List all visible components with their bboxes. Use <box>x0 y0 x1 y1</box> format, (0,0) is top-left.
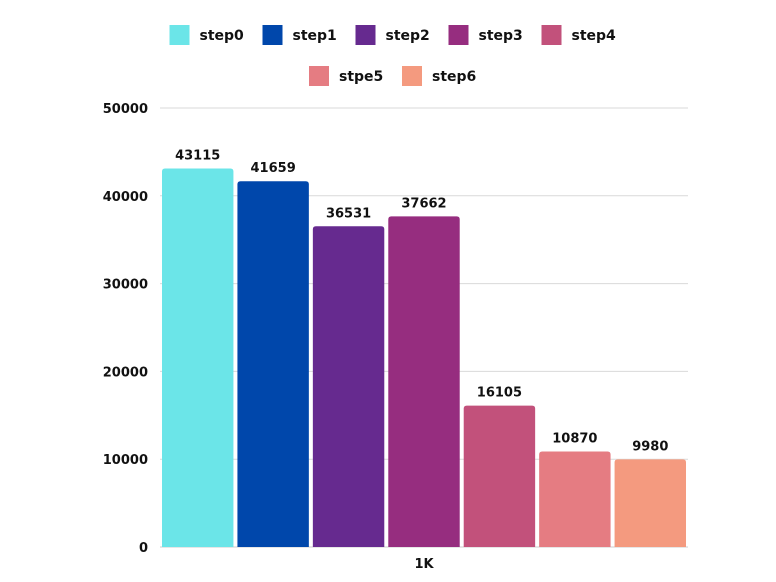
bars <box>162 168 686 547</box>
legend-item-step1[interactable]: step1 <box>262 25 337 45</box>
y-tick-label: 50000 <box>103 102 148 117</box>
legend-swatch-step4 <box>541 25 562 45</box>
legend-label-step0: step0 <box>200 28 245 44</box>
x-axis-ticks: 1K <box>414 557 434 572</box>
legend-swatch-stpe5 <box>309 66 329 86</box>
legend-label-step1: step1 <box>293 28 337 44</box>
legend-label-step2: step2 <box>386 28 430 44</box>
legend-swatch-step3 <box>448 25 469 45</box>
legend-swatch-step6 <box>402 66 422 86</box>
legend-item-step6[interactable]: step6 <box>402 66 476 86</box>
legend-label-step3: step3 <box>479 28 523 44</box>
legend-item-step3[interactable]: step3 <box>448 25 523 45</box>
bar-step1 <box>237 181 309 547</box>
legend-item-step2[interactable]: step2 <box>355 25 430 45</box>
bar-step4 <box>463 405 536 547</box>
y-tick-label: 40000 <box>103 190 148 205</box>
legend-swatch-step2 <box>355 25 376 45</box>
data-label-stpe5: 10870 <box>552 432 597 447</box>
bar-stpe5 <box>539 451 611 547</box>
bar-step2 <box>312 226 385 547</box>
y-tick-label: 30000 <box>103 278 148 293</box>
y-tick-label: 10000 <box>103 453 148 468</box>
bar-step0 <box>162 168 234 547</box>
legend-item-step0[interactable]: step0 <box>169 25 245 45</box>
data-label-step3: 37662 <box>401 196 446 211</box>
data-label-step2: 36531 <box>326 206 371 221</box>
legend-swatch-step0 <box>169 25 190 45</box>
x-tick-label: 1K <box>414 557 434 572</box>
legend-label-step6: step6 <box>432 69 476 85</box>
legend-swatch-step1 <box>262 25 283 45</box>
legend[interactable]: step0 step1 step2 step3 step4 stpe5 step6 <box>169 25 617 86</box>
data-labels: 43115 41659 36531 37662 16105 10870 9980 <box>175 148 668 454</box>
legend-label-step4: step4 <box>572 28 617 44</box>
legend-label-stpe5: stpe5 <box>339 69 383 85</box>
y-tick-label: 20000 <box>103 365 148 380</box>
data-label-step1: 41659 <box>251 161 296 176</box>
data-label-step0: 43115 <box>175 148 220 163</box>
data-label-step6: 9980 <box>632 439 668 454</box>
legend-item-stpe5[interactable]: stpe5 <box>309 66 383 86</box>
data-label-step4: 16105 <box>477 386 522 401</box>
bar-step3 <box>388 216 460 547</box>
y-axis-ticks: 0 10000 20000 30000 40000 50000 <box>103 102 148 556</box>
legend-item-step4[interactable]: step4 <box>541 25 617 45</box>
y-tick-label: 0 <box>139 541 148 556</box>
bar-step6 <box>614 459 686 547</box>
